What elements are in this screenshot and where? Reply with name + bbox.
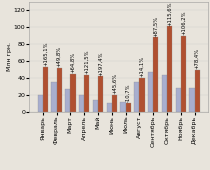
Bar [162, 75, 167, 112]
Bar [79, 95, 84, 112]
Bar [38, 95, 43, 112]
Bar [148, 72, 153, 112]
Text: +87,5%: +87,5% [153, 15, 158, 37]
Bar [126, 103, 131, 112]
Bar [112, 95, 117, 112]
Text: +49,8%: +49,8% [57, 46, 62, 67]
Text: +78,4%: +78,4% [195, 48, 200, 69]
Text: +106,2%: +106,2% [181, 10, 186, 35]
Bar [93, 100, 98, 112]
Text: +115,6%: +115,6% [167, 1, 172, 25]
Text: +45,6%: +45,6% [112, 73, 117, 94]
Bar [139, 78, 145, 112]
Bar [189, 88, 194, 112]
Bar [51, 82, 56, 112]
Bar [84, 75, 89, 112]
Text: +165,1%: +165,1% [43, 42, 48, 66]
Bar [56, 68, 62, 112]
Bar [43, 67, 48, 112]
Text: -10,7%: -10,7% [126, 83, 131, 102]
Bar [120, 102, 126, 112]
Bar [70, 74, 76, 112]
Bar [134, 82, 139, 112]
Bar [65, 89, 70, 112]
Bar [181, 36, 186, 112]
Bar [167, 26, 172, 112]
Bar [98, 76, 103, 112]
Text: +64,8%: +64,8% [71, 52, 75, 73]
Bar [194, 70, 200, 112]
Bar [176, 88, 181, 112]
Text: +197,4%: +197,4% [98, 51, 103, 76]
Bar [106, 103, 112, 112]
Y-axis label: Млн грн.: Млн грн. [7, 42, 12, 71]
Text: +121,5%: +121,5% [84, 49, 89, 74]
Bar [153, 37, 158, 112]
Text: +14,1%: +14,1% [139, 56, 144, 77]
